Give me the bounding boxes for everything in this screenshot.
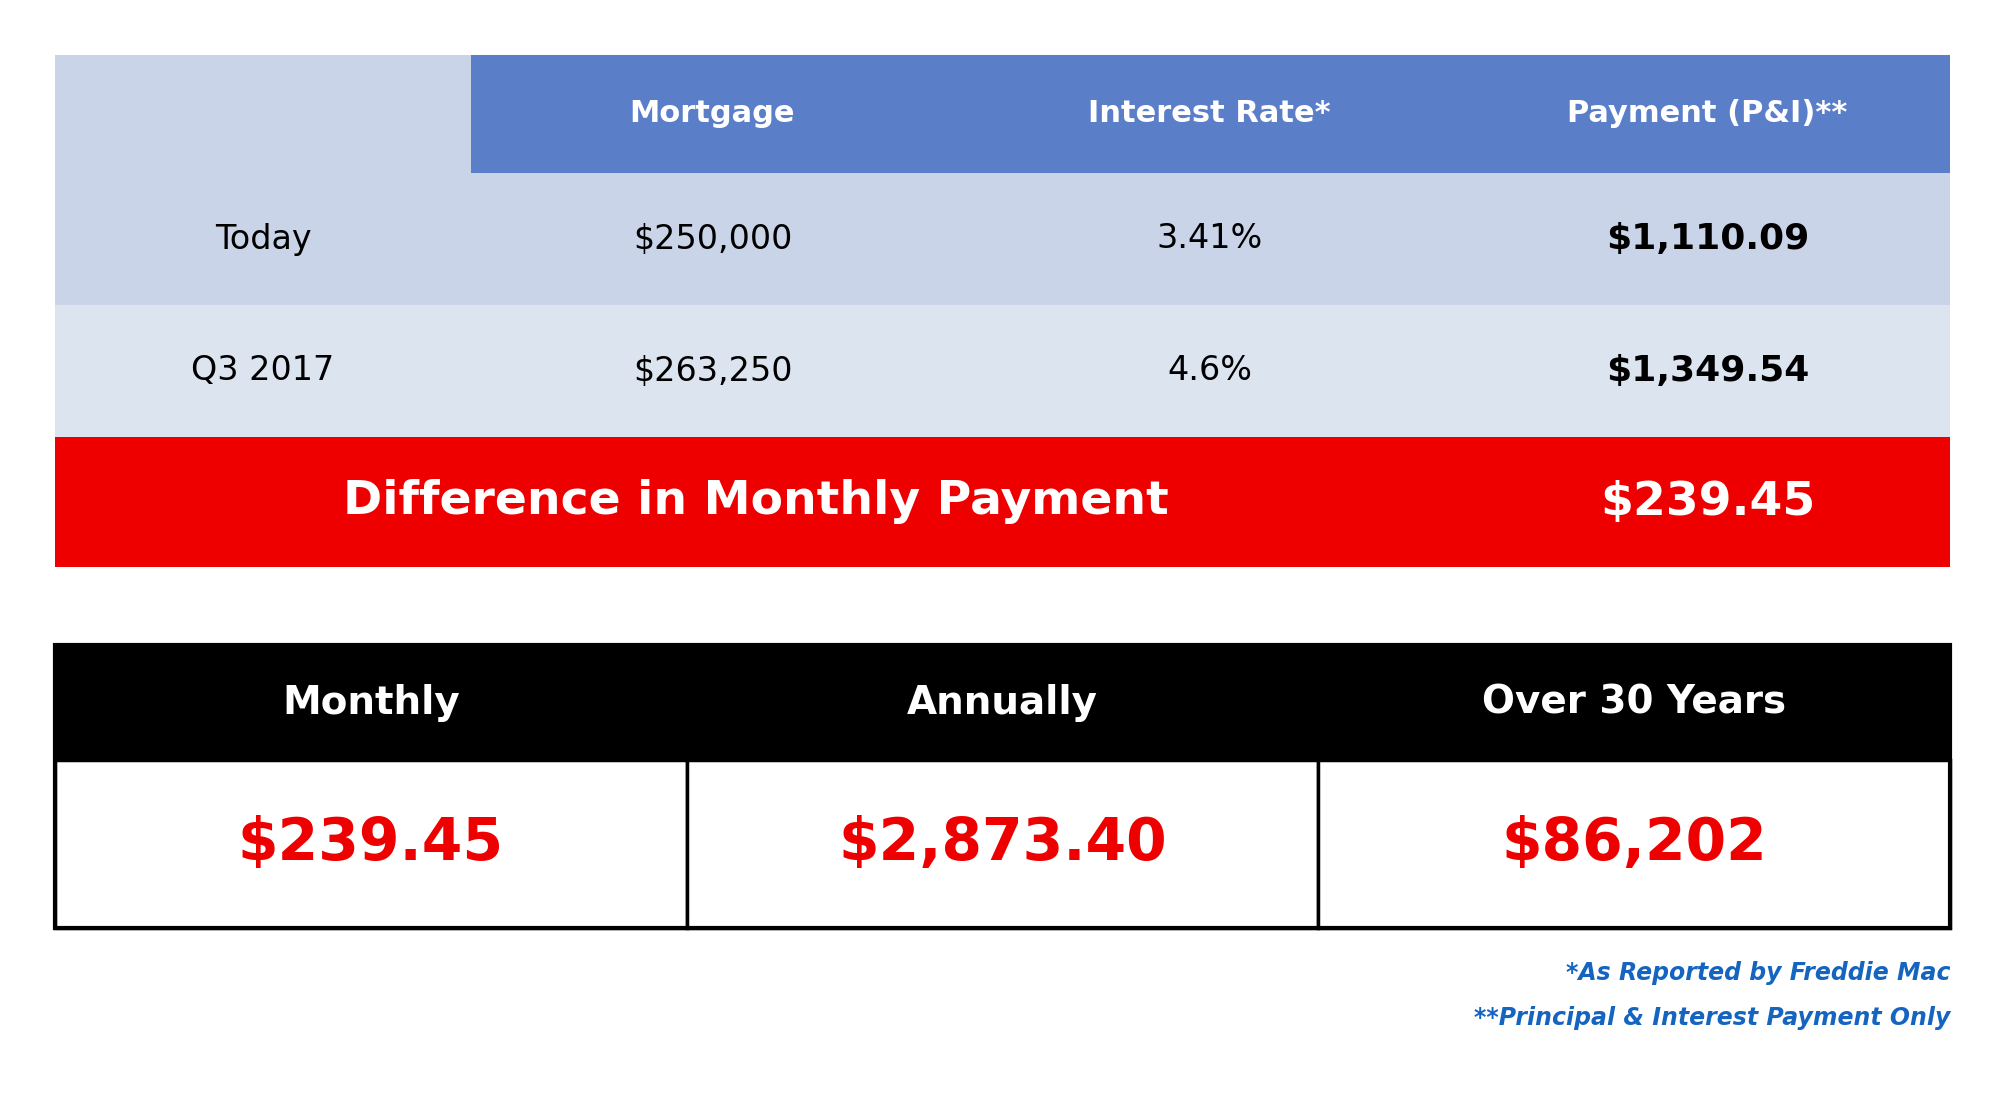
Text: $1,349.54: $1,349.54: [1606, 354, 1810, 388]
Bar: [686, 645, 1318, 760]
Bar: [56, 645, 686, 760]
Bar: [472, 173, 954, 305]
Text: Over 30 Years: Over 30 Years: [1482, 683, 1786, 722]
Text: Payment (P&I)**: Payment (P&I)**: [1568, 99, 1848, 129]
Bar: [56, 760, 686, 928]
Bar: [56, 305, 472, 437]
Bar: [1464, 55, 1950, 173]
Text: Difference in Monthly Payment: Difference in Monthly Payment: [344, 480, 1170, 525]
Bar: [56, 55, 472, 173]
Bar: [954, 55, 1464, 173]
Text: Today: Today: [214, 222, 312, 255]
Bar: [1318, 645, 1950, 760]
Bar: [472, 55, 954, 173]
Bar: [56, 437, 1950, 566]
Text: *As Reported by Freddie Mac: *As Reported by Freddie Mac: [1566, 961, 1950, 984]
Text: $86,202: $86,202: [1502, 815, 1768, 872]
Bar: [472, 305, 954, 437]
Bar: [1464, 305, 1950, 437]
Bar: [686, 760, 1318, 928]
Bar: [56, 173, 472, 305]
Text: Q3 2017: Q3 2017: [192, 354, 334, 387]
Bar: [56, 645, 1950, 928]
Text: $1,110.09: $1,110.09: [1606, 222, 1810, 256]
Text: $250,000: $250,000: [632, 222, 792, 255]
Text: Interest Rate*: Interest Rate*: [1088, 99, 1330, 129]
Bar: [954, 173, 1464, 305]
Text: **Principal & Interest Payment Only: **Principal & Interest Payment Only: [1474, 1006, 1950, 1030]
Text: $239.45: $239.45: [1600, 480, 1816, 525]
Text: Annually: Annually: [908, 683, 1098, 722]
Text: 4.6%: 4.6%: [1168, 354, 1252, 387]
Text: $2,873.40: $2,873.40: [838, 815, 1166, 872]
Bar: [954, 305, 1464, 437]
Text: 3.41%: 3.41%: [1156, 222, 1262, 255]
Text: $263,250: $263,250: [632, 354, 792, 387]
Bar: [1464, 173, 1950, 305]
Bar: [1318, 760, 1950, 928]
Text: Monthly: Monthly: [282, 683, 460, 722]
Text: $239.45: $239.45: [238, 815, 504, 872]
Text: Mortgage: Mortgage: [630, 99, 796, 129]
